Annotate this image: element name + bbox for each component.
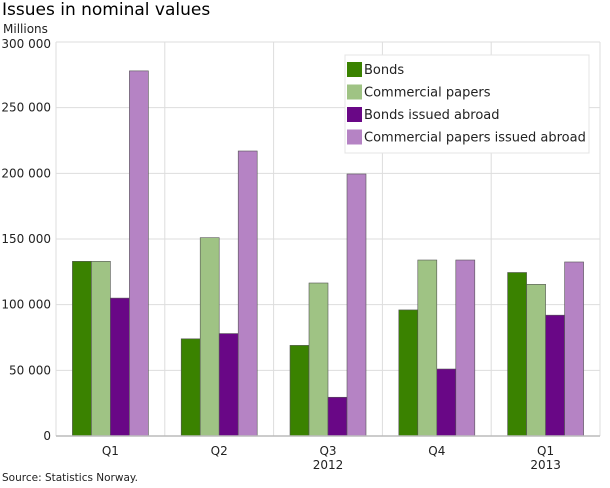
legend-label: Commercial papers [364, 86, 491, 101]
bar-commercial-papers [308, 282, 329, 437]
bar-bonds [289, 345, 310, 437]
bar-bonds-issued-abroad [436, 368, 457, 437]
y-tick-label: 100 000 [1, 298, 51, 312]
bar-commercial-papers-issued-abroad [346, 173, 367, 437]
x-tick-label: Q3 [319, 444, 336, 458]
bar-commercial-papers [417, 259, 438, 437]
year-label: 2012 [313, 458, 344, 472]
legend-label: Commercial papers issued abroad [364, 131, 586, 146]
x-tick-label: Q2 [211, 444, 228, 458]
legend-label: Bonds issued abroad [364, 108, 500, 123]
bar-bonds-issued-abroad [327, 396, 348, 437]
y-tick-label: 50 000 [9, 363, 51, 377]
y-tick-label: 200 000 [1, 166, 51, 180]
legend-label: Bonds [364, 63, 404, 78]
bar-commercial-papers-issued-abroad [129, 70, 149, 437]
bar-commercial-papers [526, 284, 546, 437]
bar-commercial-papers-issued-abroad [455, 259, 476, 437]
bar-commercial-papers [91, 261, 111, 437]
bar-commercial-papers-issued-abroad [564, 261, 584, 437]
legend-swatch [347, 107, 362, 122]
y-tick-label: 150 000 [1, 232, 51, 246]
year-label: 2013 [530, 458, 561, 472]
bar-bonds [398, 309, 419, 437]
chart-title: Issues in nominal values [2, 0, 211, 20]
bar-commercial-papers-issued-abroad [237, 150, 258, 437]
legend-swatch [347, 62, 362, 77]
bar-bonds-issued-abroad [545, 314, 565, 437]
y-tick-label: 250 000 [1, 101, 51, 115]
x-tick-label: Q4 [428, 444, 445, 458]
bar-bonds [180, 338, 201, 437]
bar-bonds [72, 261, 92, 437]
bar-bonds-issued-abroad [110, 297, 130, 437]
y-tick-label: 300 000 [1, 37, 51, 51]
x-tick-label: Q1 [102, 444, 119, 458]
y-axis-label: Millions [3, 22, 48, 36]
bar-commercial-papers [199, 237, 220, 437]
bar-bonds [507, 272, 527, 437]
legend [344, 54, 590, 154]
x-tick-label: Q1 [537, 444, 554, 458]
legend-swatch [347, 129, 362, 145]
y-tick-label: 0 [43, 429, 51, 443]
source-note: Source: Statistics Norway. [2, 472, 138, 484]
bar-bonds-issued-abroad [218, 333, 239, 437]
legend-swatch [347, 84, 362, 100]
